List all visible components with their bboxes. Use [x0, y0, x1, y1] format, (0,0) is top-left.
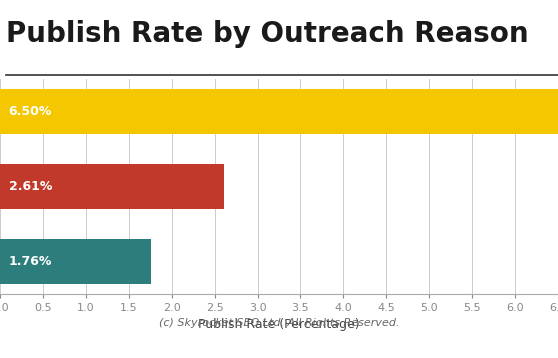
Text: 1.76%: 1.76% — [8, 255, 52, 268]
Text: 2.61%: 2.61% — [8, 180, 52, 193]
X-axis label: Publish Rate (Percentage): Publish Rate (Percentage) — [198, 318, 360, 331]
Text: 6.50%: 6.50% — [8, 105, 52, 117]
Text: (c) Skyrocket SEO Ltd. All Rights Reserved.: (c) Skyrocket SEO Ltd. All Rights Reserv… — [158, 318, 400, 328]
Bar — [0, 88, 558, 134]
Bar — [0, 239, 151, 284]
Bar — [0, 164, 224, 209]
Text: Publish Rate by Outreach Reason: Publish Rate by Outreach Reason — [6, 20, 528, 48]
